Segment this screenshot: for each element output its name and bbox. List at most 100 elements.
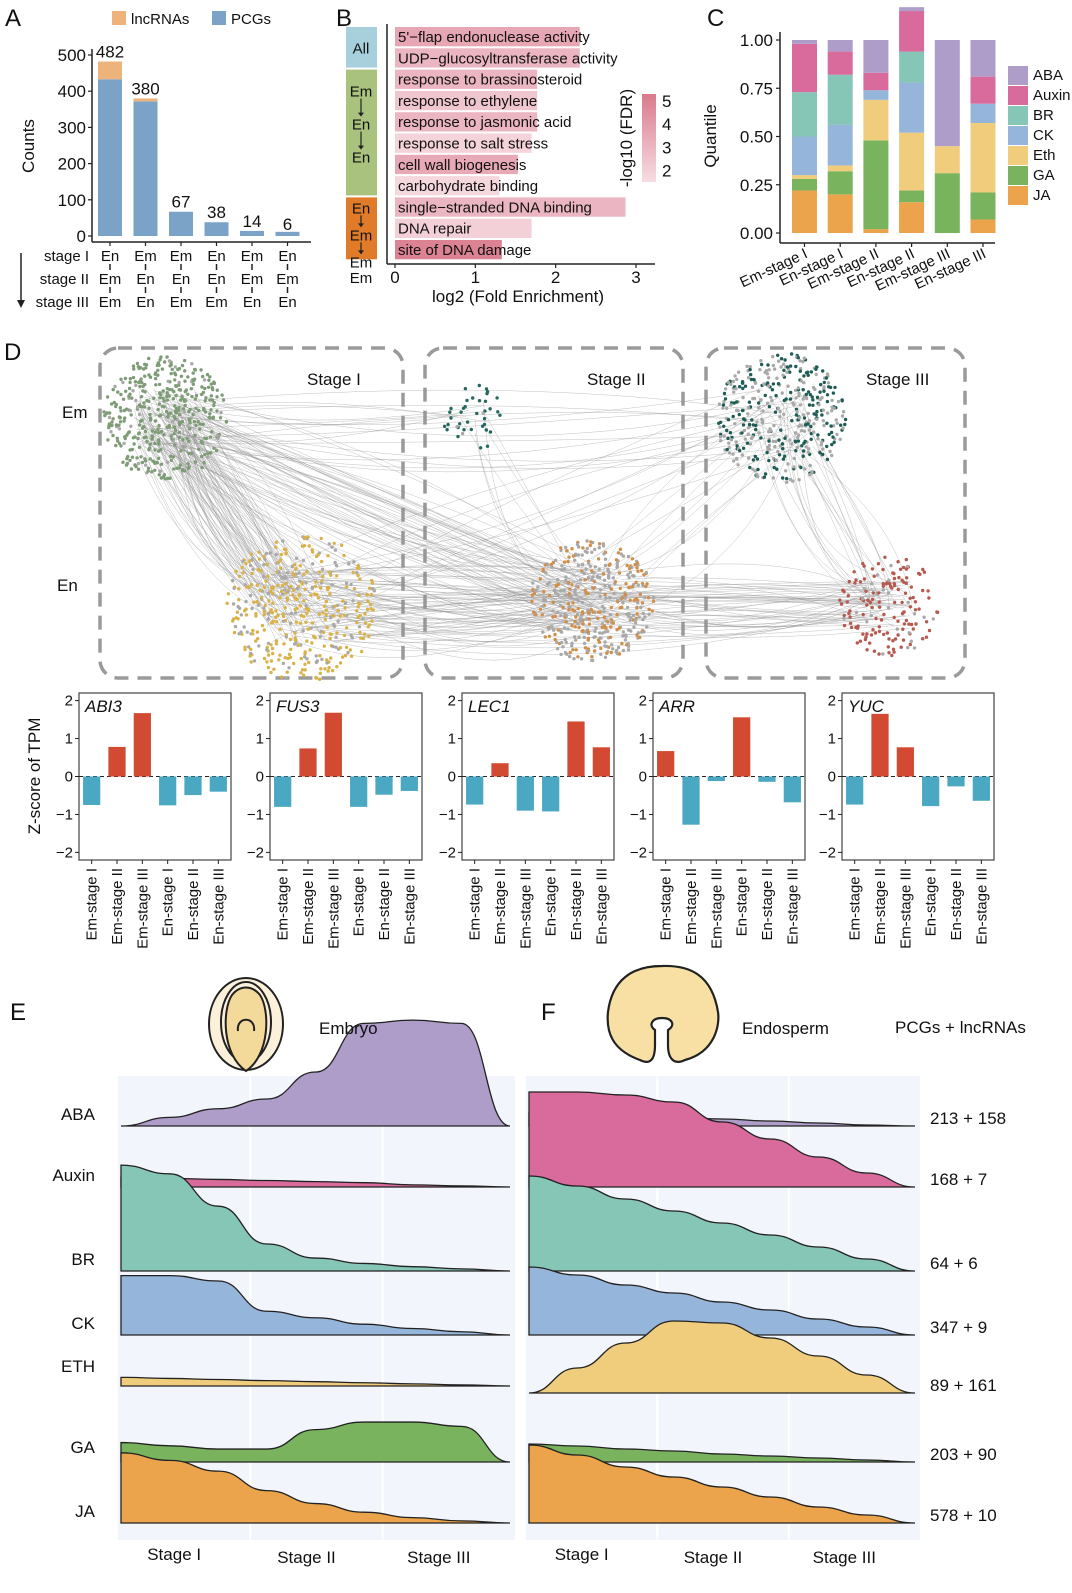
enrichment-bar: [395, 69, 538, 89]
network-node: [570, 623, 574, 628]
network-node: [279, 589, 284, 594]
network-node: [310, 641, 314, 645]
network-node: [753, 381, 758, 385]
network-node: [609, 605, 613, 610]
network-node: [343, 606, 347, 610]
network-node: [278, 596, 282, 600]
network-node: [599, 646, 603, 650]
network-node: [329, 656, 333, 660]
network-node: [256, 567, 260, 572]
network-node: [862, 564, 866, 568]
network-node: [578, 578, 583, 582]
network-node: [741, 423, 746, 427]
network-edge: [186, 445, 587, 602]
network-node: [635, 612, 639, 616]
network-node: [811, 398, 815, 402]
network-node: [136, 405, 140, 410]
network-node: [153, 441, 157, 446]
network-node: [220, 393, 224, 397]
network-node: [215, 409, 219, 413]
network-node: [480, 424, 485, 428]
network-node: [156, 456, 161, 460]
network-node: [797, 478, 801, 482]
go-term-label: 5'−flap endonuclease activity: [398, 29, 590, 46]
network-node: [599, 652, 603, 656]
network-node: [764, 368, 769, 373]
network-node: [632, 598, 636, 602]
network-node: [461, 406, 466, 410]
network-node: [609, 587, 613, 591]
network-node: [153, 430, 158, 434]
network-node: [265, 660, 269, 664]
network-node: [165, 460, 170, 464]
network-node: [288, 637, 293, 642]
network-node: [281, 619, 285, 623]
network-node: [633, 563, 637, 567]
network-node: [833, 385, 837, 390]
y-tick-label: −2: [56, 844, 73, 861]
network-node: [471, 396, 475, 400]
network-node: [798, 369, 802, 373]
network-node: [766, 363, 770, 367]
network-node: [598, 594, 602, 598]
network-node: [270, 585, 275, 589]
network-node: [107, 415, 112, 420]
bar-pcgs: [98, 79, 122, 236]
network-node: [286, 656, 290, 661]
network-node: [921, 588, 925, 593]
bar-total-label: 14: [243, 212, 262, 231]
network-node: [142, 401, 146, 405]
network-node: [305, 569, 309, 574]
network-node: [237, 587, 241, 591]
x-tick-label: En-stage I: [734, 868, 751, 936]
network-node: [274, 609, 278, 613]
x-tick-label: En-stage I: [543, 868, 560, 936]
network-node: [842, 616, 846, 621]
network-node: [132, 442, 136, 446]
panel-label-c: C: [707, 5, 724, 32]
y-axis-title: Z-score of TPM: [25, 718, 44, 835]
network-node: [187, 465, 191, 469]
network-node: [310, 621, 315, 625]
network-node: [564, 545, 568, 550]
network-node: [543, 598, 547, 602]
network-node: [875, 573, 880, 577]
network-node: [858, 580, 863, 584]
network-node: [806, 373, 810, 377]
network-node: [285, 571, 290, 575]
network-node: [194, 406, 198, 410]
network-node: [904, 567, 908, 571]
network-node: [572, 609, 577, 613]
network-node: [281, 661, 286, 666]
network-node: [747, 456, 751, 460]
network-edge: [560, 409, 795, 590]
network-node: [106, 438, 110, 442]
network-edge: [141, 434, 782, 445]
go-term-label: response to brassinosteroid: [398, 72, 582, 89]
network-node: [150, 470, 154, 474]
network-node: [587, 622, 592, 626]
network-node: [110, 420, 114, 424]
network-node: [232, 586, 236, 590]
network-node: [906, 600, 910, 604]
network-node: [901, 638, 906, 642]
network-node: [766, 376, 771, 380]
network-node: [614, 558, 619, 562]
network-node: [292, 573, 296, 578]
network-node: [338, 646, 343, 650]
network-node: [645, 625, 649, 629]
network-edge: [144, 389, 764, 425]
network-node: [767, 439, 771, 443]
network-node: [144, 366, 148, 370]
network-edge: [173, 427, 574, 620]
network-node: [783, 436, 787, 440]
network-node: [566, 580, 571, 585]
enrichment-bar: [395, 197, 626, 217]
network-node: [148, 446, 152, 450]
network-edge: [173, 445, 567, 610]
network-node: [881, 582, 885, 586]
network-node: [347, 562, 351, 566]
group-arrow-head: [358, 145, 364, 150]
network-node: [839, 602, 844, 606]
network-edge: [142, 433, 583, 572]
